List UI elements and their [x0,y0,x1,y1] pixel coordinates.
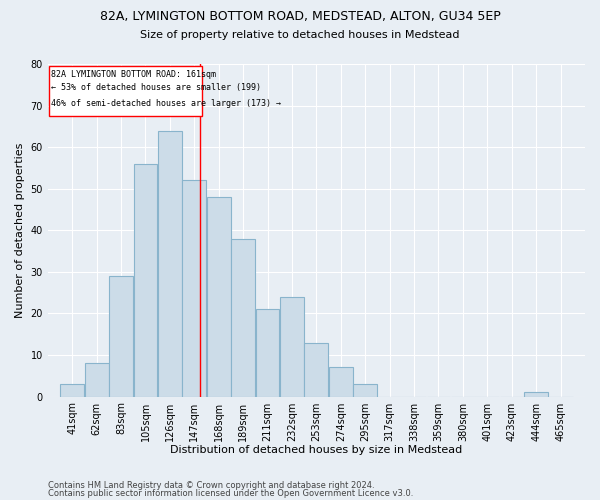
Bar [353,384,377,396]
Bar [158,130,182,396]
Bar [304,342,328,396]
Text: Size of property relative to detached houses in Medstead: Size of property relative to detached ho… [140,30,460,40]
Text: 46% of semi-detached houses are larger (173) →: 46% of semi-detached houses are larger (… [51,99,281,108]
FancyBboxPatch shape [49,66,202,116]
Bar [256,310,280,396]
Bar [182,180,206,396]
Bar [280,297,304,396]
Bar [60,384,84,396]
Bar [231,238,255,396]
Text: ← 53% of detached houses are smaller (199): ← 53% of detached houses are smaller (19… [51,83,261,92]
Text: Contains HM Land Registry data © Crown copyright and database right 2024.: Contains HM Land Registry data © Crown c… [48,481,374,490]
Bar [85,364,109,396]
Bar [109,276,133,396]
Bar [329,368,353,396]
X-axis label: Distribution of detached houses by size in Medstead: Distribution of detached houses by size … [170,445,463,455]
Bar [207,197,230,396]
Bar [524,392,548,396]
Text: Contains public sector information licensed under the Open Government Licence v3: Contains public sector information licen… [48,488,413,498]
Bar [134,164,157,396]
Y-axis label: Number of detached properties: Number of detached properties [15,142,25,318]
Text: 82A, LYMINGTON BOTTOM ROAD, MEDSTEAD, ALTON, GU34 5EP: 82A, LYMINGTON BOTTOM ROAD, MEDSTEAD, AL… [100,10,500,23]
Text: 82A LYMINGTON BOTTOM ROAD: 161sqm: 82A LYMINGTON BOTTOM ROAD: 161sqm [51,70,216,79]
